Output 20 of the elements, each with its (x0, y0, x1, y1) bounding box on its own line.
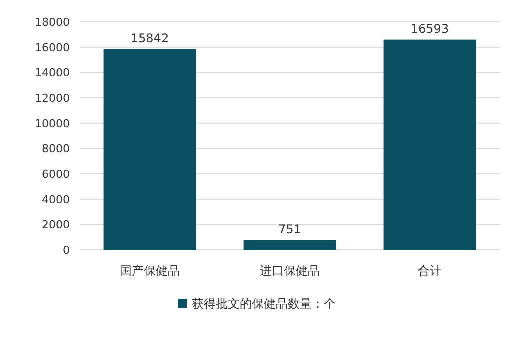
x-tick-label: 进口保健品 (260, 264, 320, 278)
x-tick-label: 国产保健品 (120, 264, 180, 278)
y-tick-label: 10000 (35, 117, 70, 130)
data-label: 16593 (410, 22, 450, 36)
y-tick-label: 18000 (35, 16, 70, 29)
x-tick-label: 合计 (418, 264, 442, 278)
data-label: 751 (278, 222, 302, 236)
y-tick-label: 8000 (42, 142, 70, 156)
bar (244, 240, 336, 250)
y-tick-label: 4000 (42, 193, 70, 206)
data-label: 15842 (130, 31, 170, 46)
legend-label: 获得批文的保健品数量：个 (192, 297, 336, 311)
y-tick-label: 0 (63, 244, 70, 257)
y-tick-label: 12000 (35, 92, 70, 105)
y-tick-label: 16000 (35, 41, 70, 54)
y-tick-label: 2000 (42, 218, 70, 232)
y-tick-label: 14000 (35, 66, 70, 80)
bar (104, 49, 196, 250)
bar (384, 40, 476, 250)
y-tick-label: 6000 (42, 168, 70, 181)
